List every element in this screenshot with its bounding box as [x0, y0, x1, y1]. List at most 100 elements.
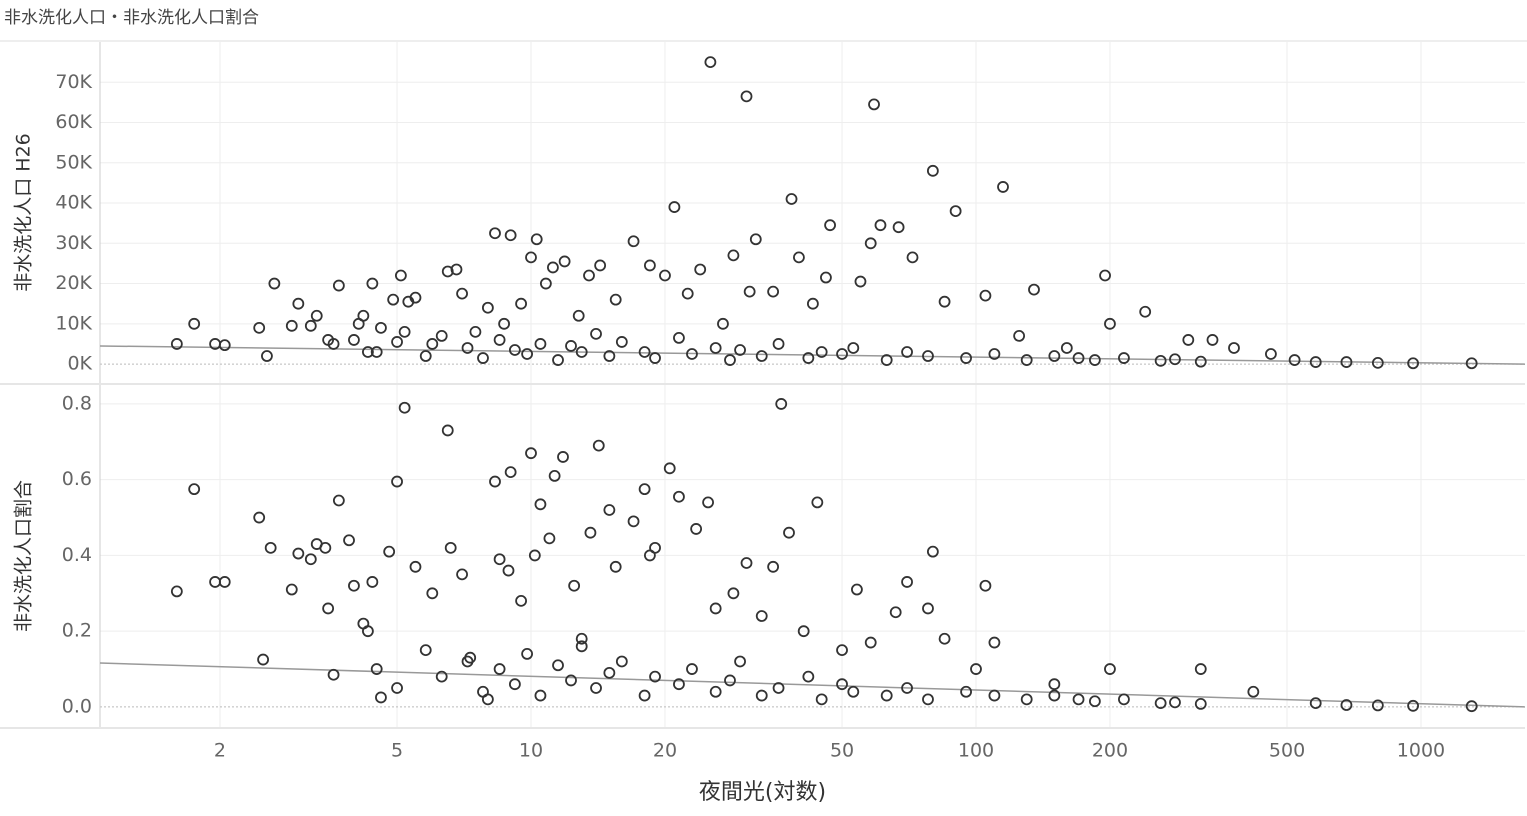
scatter-point [1194, 355, 1207, 368]
scatter-point [292, 547, 305, 560]
scatter-point [1028, 283, 1040, 296]
scatter-point [444, 541, 457, 554]
scatter-point [188, 317, 201, 330]
scatter-point [922, 693, 934, 706]
scatter-point [1228, 342, 1240, 354]
scatter-point [450, 263, 463, 276]
scatter-point [1465, 357, 1478, 370]
scatter-point [1139, 305, 1152, 318]
y-axis-label: 非水洗化人口割合 [13, 480, 35, 632]
scatter-point [310, 309, 323, 322]
scatter-point [638, 483, 651, 496]
scatter-point [901, 346, 913, 358]
scatter-point [673, 678, 685, 691]
scatter-point [988, 689, 1001, 702]
scatter-point [783, 526, 795, 539]
scatter-point [409, 560, 422, 573]
y-tick-label: 0K [67, 353, 92, 375]
scatter-point [709, 342, 722, 354]
scatter-point [988, 348, 1001, 360]
scatter-point [681, 287, 694, 300]
scatter-point [508, 344, 521, 356]
scatter-point [755, 610, 768, 622]
scatter-point [1060, 342, 1073, 354]
scatter-point [1340, 356, 1353, 368]
scatter-point [1088, 695, 1101, 708]
x-tick-label: 200 [1092, 740, 1128, 762]
scatter-point [854, 275, 867, 288]
scatter-point [880, 689, 893, 702]
scatter-point [727, 249, 740, 262]
scatter-point [785, 193, 798, 205]
scatter-point [565, 674, 577, 687]
scatter-point [922, 350, 934, 362]
scatter-point [1407, 357, 1419, 370]
scatter-point [539, 277, 552, 290]
scatter-point [603, 350, 616, 362]
scatter-point [797, 625, 810, 638]
scatter-point [1154, 697, 1167, 710]
scatter-point [868, 98, 880, 111]
scatter-point [285, 583, 298, 596]
scatter-point [558, 255, 571, 268]
scatter-point [1309, 697, 1322, 710]
scatter-point [327, 338, 340, 350]
scatter-point [1288, 354, 1301, 366]
scatter-point [343, 534, 355, 547]
scatter-point [456, 287, 468, 300]
scatter-point [1048, 689, 1061, 702]
x-tick-label: 2 [214, 740, 226, 762]
scatter-point [357, 309, 370, 322]
scatter-point [348, 334, 360, 346]
scatter-point [615, 336, 628, 348]
chart-title: 非水洗化人口・非水洗化人口割合 [4, 8, 259, 28]
scatter-point [836, 348, 848, 360]
scatter-point [649, 352, 661, 364]
scatter-point [515, 594, 527, 607]
scatter-point [584, 526, 597, 539]
scatter-point [772, 682, 785, 694]
scatter-point [348, 579, 360, 592]
scatter-point [724, 674, 736, 687]
scatter-point [960, 352, 972, 364]
y-tick-label: 30K [55, 232, 92, 254]
scatter-point [557, 451, 569, 463]
scatter-point [1104, 663, 1116, 675]
scatter-point [502, 564, 515, 577]
x-tick-label: 1000 [1397, 740, 1445, 762]
scatter-point [552, 659, 564, 672]
scatter-point [686, 348, 698, 360]
scatter-point [366, 576, 379, 588]
scatter-point [603, 666, 616, 679]
scatter-point [525, 251, 537, 264]
scatter-point [1407, 699, 1419, 712]
scatter-point [319, 541, 332, 554]
scatter-point [493, 334, 506, 346]
scatter-point [649, 541, 661, 554]
scatter-point [391, 336, 403, 348]
scatter-point [1118, 352, 1130, 364]
scatter-point [572, 309, 585, 322]
scatter-point [489, 475, 501, 488]
scatter-point [775, 398, 788, 410]
scatter-point [398, 325, 411, 338]
scatter-point [1465, 700, 1478, 713]
scatter-point [528, 549, 541, 562]
scatter-point [1206, 334, 1219, 346]
scatter-point [456, 568, 468, 581]
scatter-point [419, 350, 432, 362]
scatter-point [609, 560, 622, 573]
scatter-point [938, 632, 951, 645]
scatter-point [583, 269, 595, 282]
trend-line [99, 662, 1526, 708]
scatter-point [806, 297, 819, 310]
scatter-point [874, 219, 887, 232]
scatter-point [1020, 354, 1033, 366]
scatter-point [824, 219, 836, 232]
scatter-point [426, 338, 439, 350]
scatter-point [543, 532, 556, 545]
scatter-point [643, 259, 656, 272]
scatter-point [815, 693, 828, 706]
y-tick-label: 0.8 [62, 392, 92, 414]
scatter-point [979, 579, 992, 592]
